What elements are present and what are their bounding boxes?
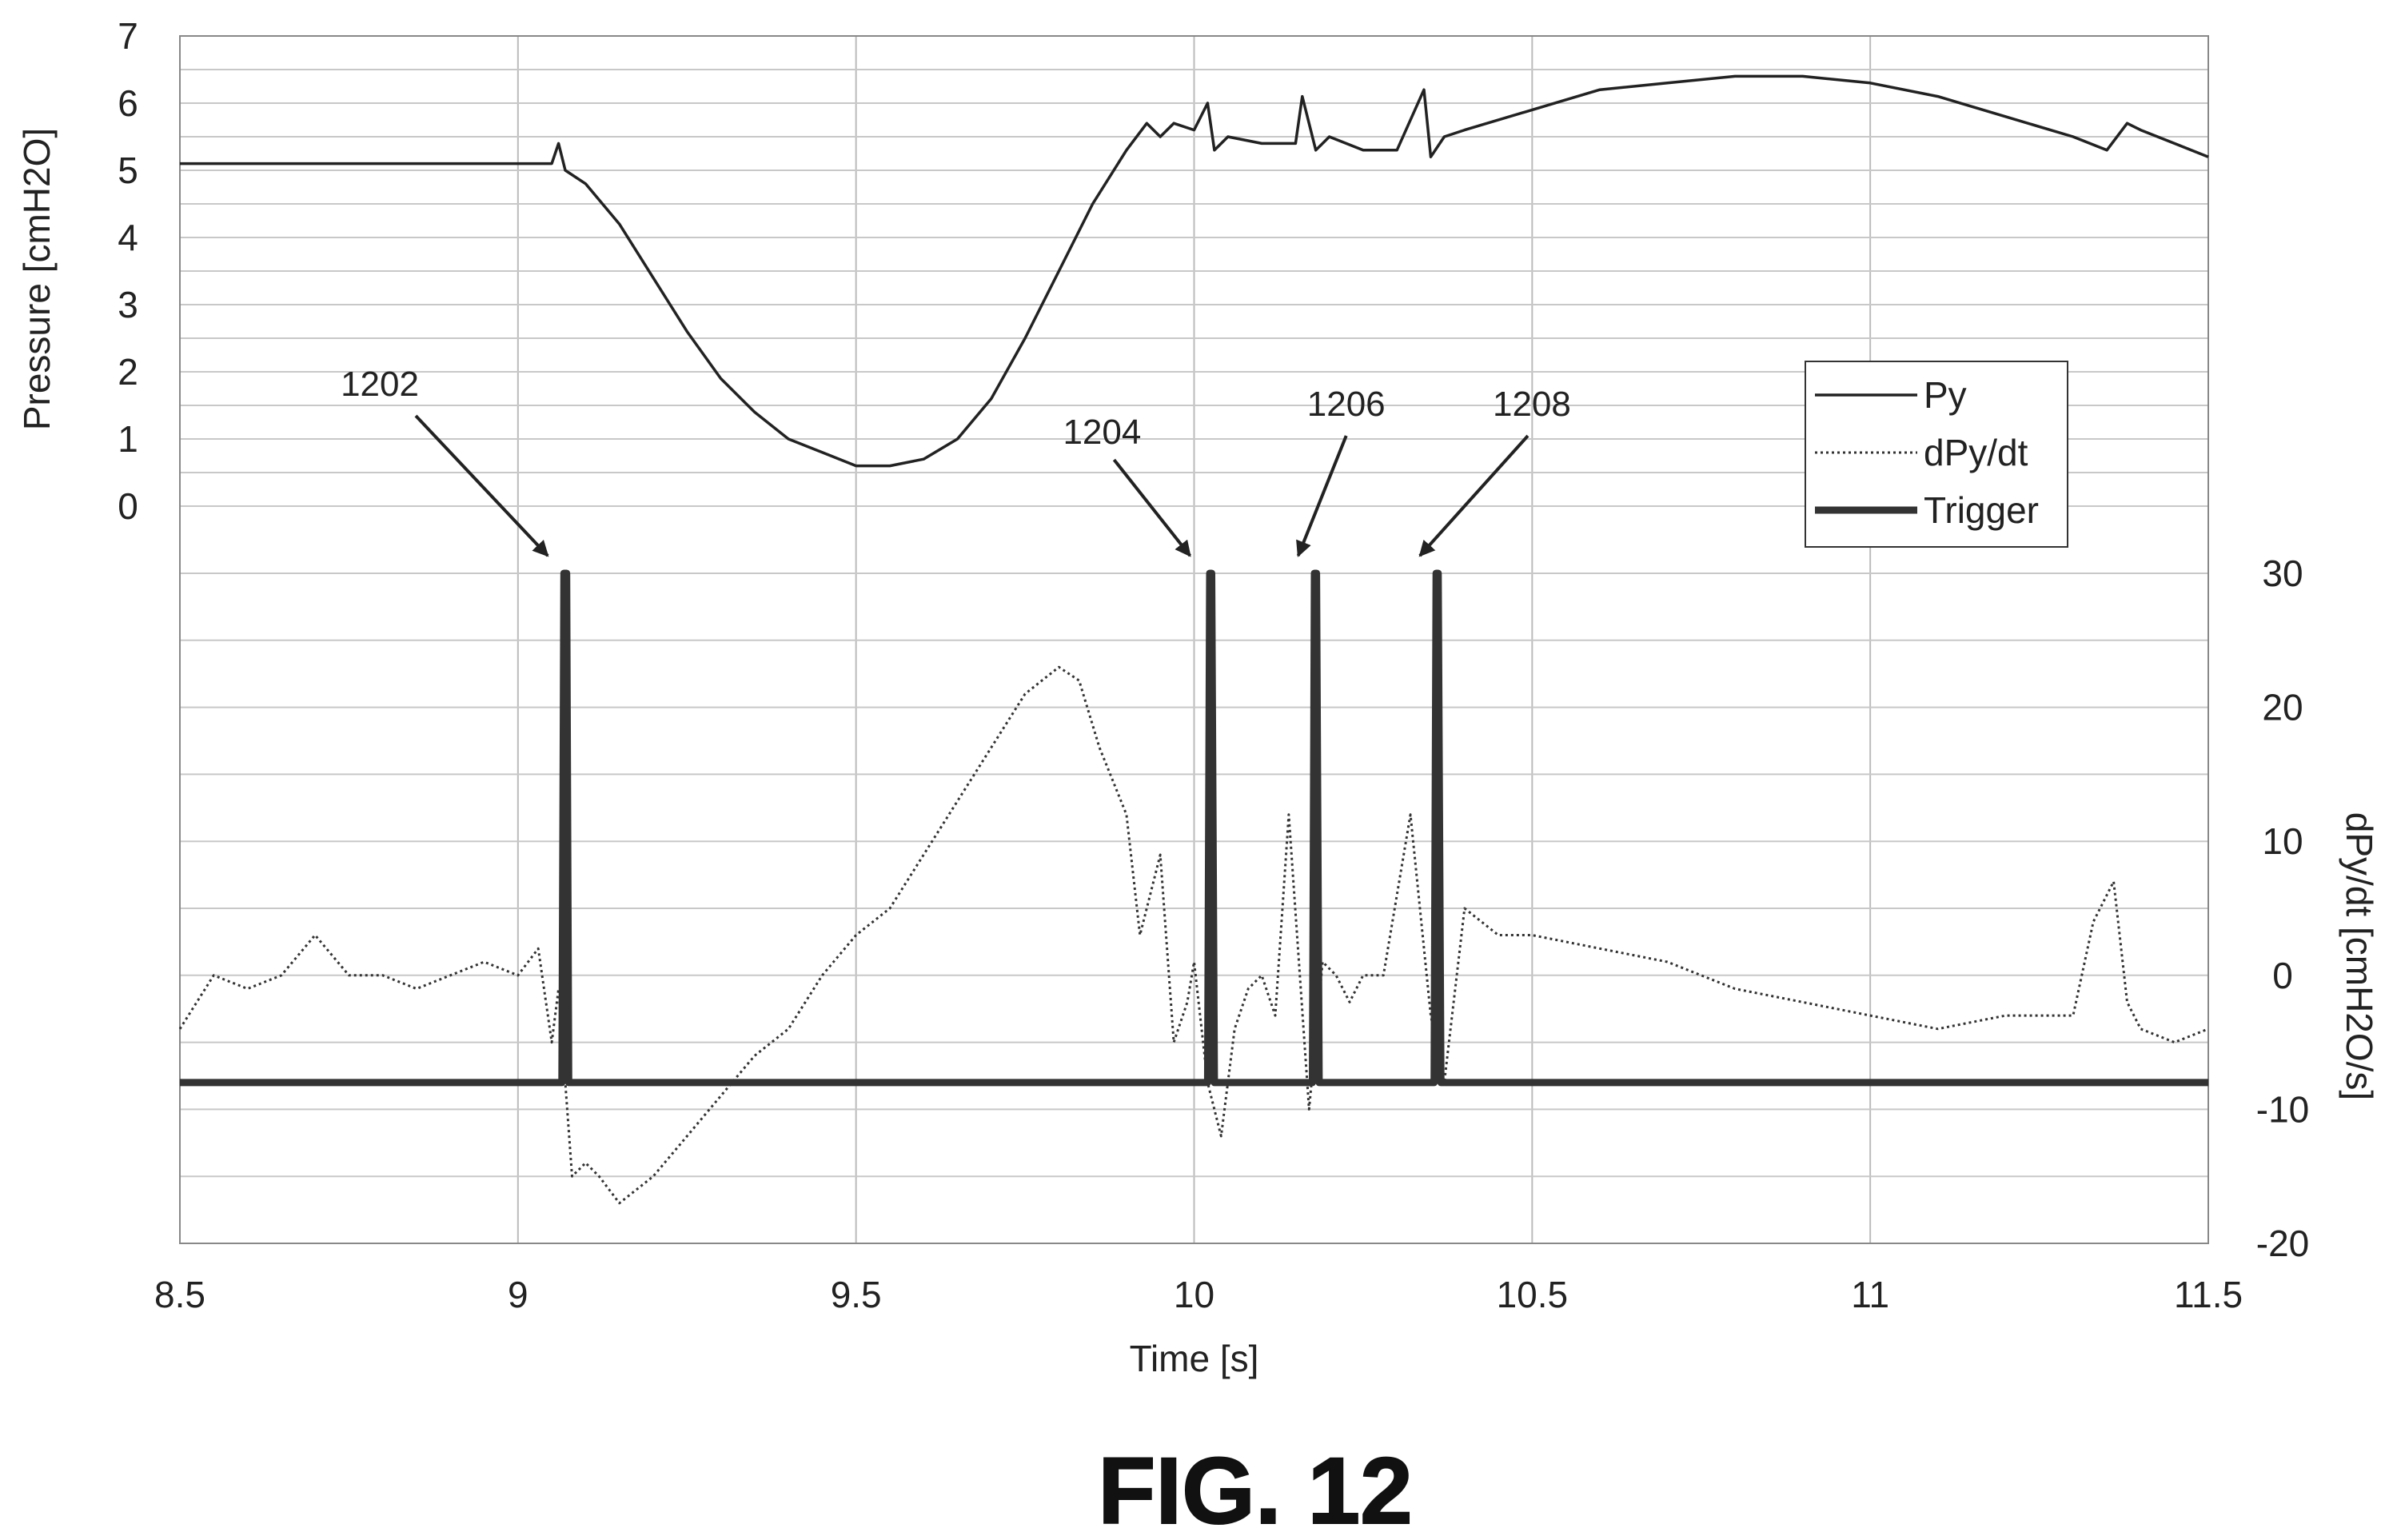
y-right-tick-label: 30: [2262, 553, 2303, 594]
callout-arrow: [1112, 458, 1191, 557]
x-tick-label: 11: [1851, 1274, 1889, 1315]
figure-label: FIG. 12: [1098, 1438, 1412, 1540]
y-left-tick-label: 7: [118, 15, 138, 57]
legend: Py dPy/dt Trigger: [1805, 361, 2068, 548]
callout-label: 1206: [1307, 385, 1386, 424]
x-tick-label: 11.5: [2174, 1274, 2243, 1315]
x-tick-label: 9.5: [831, 1274, 882, 1315]
legend-entry-trigger: Trigger: [1924, 489, 2039, 531]
y-right-tick-label: 10: [2262, 820, 2303, 862]
legend-entry-dpydt: dPy/dt: [1924, 432, 2028, 473]
callouts: 1202 1204 1206 1208: [341, 365, 1571, 557]
callout-label: 1202: [341, 365, 419, 404]
legend-entry-py: Py: [1924, 374, 1967, 416]
x-tick-label: 9: [508, 1274, 528, 1315]
series-line-py: [180, 74, 2209, 468]
series-line-trigger: [180, 569, 2208, 1087]
y-right-tick-label: -20: [2256, 1223, 2309, 1264]
y-left-tick-label: 6: [118, 82, 138, 124]
series-line-dpy-dt: [178, 665, 2209, 1205]
x-tick-label: 8.5: [154, 1274, 205, 1315]
y-axis-left-label: Pressure [cmH2O]: [16, 128, 58, 430]
y-axis-right-label: dPy/dt [cmH2O/s]: [2339, 812, 2380, 1100]
y-left-tick-label: 1: [118, 418, 138, 460]
callout-label: 1204: [1063, 413, 1141, 452]
legend-box: [1805, 361, 2068, 548]
x-axis-label: Time [s]: [1130, 1338, 1259, 1379]
callout-label: 1208: [1493, 385, 1571, 424]
y-right-tick-label: 20: [2262, 687, 2303, 728]
callout-arrow: [1418, 434, 1530, 557]
x-tick-labels: 8.5 9 9.5 10 10.5 11 11.5: [154, 1274, 2243, 1315]
y-right-tick-label: -10: [2256, 1088, 2309, 1130]
grid: [179, 35, 2209, 1244]
y-left-tick-label: 5: [118, 150, 138, 191]
series-layer: [178, 74, 2209, 1205]
plot-frame: [179, 35, 2209, 1244]
callout-arrow: [414, 414, 549, 557]
y-left-tick-label: 3: [118, 284, 138, 325]
y-left-tick-labels: 0 1 2 3 4 5 6 7: [118, 15, 138, 527]
callout-arrow: [1296, 435, 1348, 557]
y-left-tick-label: 2: [118, 351, 138, 393]
x-tick-label: 10.5: [1497, 1274, 1569, 1315]
x-tick-label: 10: [1174, 1274, 1214, 1315]
y-right-tick-labels: -20 -10 0 10 20 30: [2256, 553, 2309, 1264]
y-left-tick-label: 4: [118, 217, 138, 258]
y-left-tick-label: 0: [118, 485, 138, 527]
y-right-tick-label: 0: [2272, 955, 2293, 996]
